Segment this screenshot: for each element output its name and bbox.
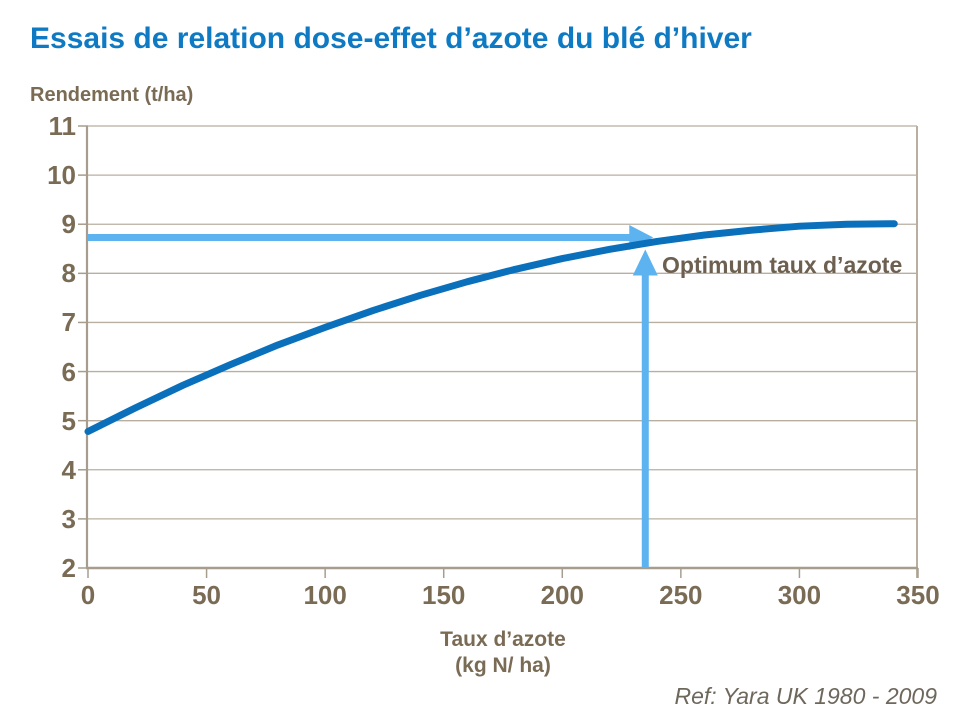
y-tick-label-7: 7 — [61, 307, 76, 338]
x-tick-label-250: 250 — [659, 580, 703, 610]
optimum-annotation: Optimum taux d’azote — [662, 252, 903, 278]
y-tick-label-3: 3 — [61, 503, 76, 534]
x-tick-label-150: 150 — [422, 580, 466, 610]
reference-text: Ref: Yara UK 1980 - 2009 — [674, 683, 937, 709]
y-tick-label-4: 4 — [61, 454, 76, 485]
y-tick-label-10: 10 — [47, 160, 76, 191]
x-tick-label-350: 350 — [896, 580, 940, 610]
x-tick-label-50: 50 — [192, 580, 222, 610]
x-axis-title-line2: (kg N/ ha) — [455, 654, 551, 677]
x-axis-title-line1: Taux d’azote — [440, 628, 566, 651]
x-tick-label-300: 300 — [777, 580, 822, 610]
y-tick-label-5: 5 — [61, 405, 76, 436]
page-title: Essais de relation dose-effet d’azote du… — [30, 22, 752, 55]
x-tick-label-100: 100 — [303, 580, 347, 610]
y-tick-label-8: 8 — [61, 258, 76, 289]
x-axis-title: Taux d’azote (kg N/ ha) — [378, 627, 628, 679]
y-tick-label-11: 11 — [48, 111, 77, 141]
yield-curve — [84, 220, 898, 435]
y-axis-title: Rendement (t/ha) — [30, 84, 194, 106]
x-tick-label-0: 0 — [80, 580, 96, 610]
x-tick-label-200: 200 — [540, 580, 584, 610]
y-tick-label-2: 2 — [61, 553, 76, 583]
y-tick-label-6: 6 — [61, 356, 76, 387]
y-tick-label-9: 9 — [61, 209, 76, 240]
optimum-rate-arrow-head — [632, 249, 658, 276]
